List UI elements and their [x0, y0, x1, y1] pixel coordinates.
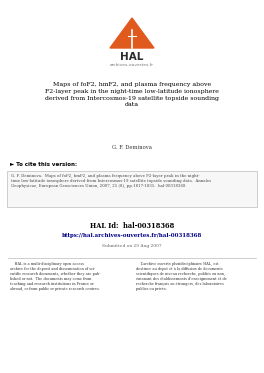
Text: https://hal.archives-ouvertes.fr/hal-00318368: https://hal.archives-ouvertes.fr/hal-003…	[62, 233, 202, 238]
FancyBboxPatch shape	[7, 171, 257, 207]
Text: G. F. Deminova.  Maps of foF2, hmF2, and plasma frequency above F2-layer peak in: G. F. Deminova. Maps of foF2, hmF2, and …	[11, 174, 211, 188]
Text: ► To cite this version:: ► To cite this version:	[10, 162, 77, 167]
Text: Submitted on 29 Aug 2007: Submitted on 29 Aug 2007	[102, 244, 162, 248]
Text: HAL is a multi-disciplinary open access
archive for the deposit and disseminatio: HAL is a multi-disciplinary open access …	[10, 262, 100, 291]
Text: HAL: HAL	[120, 52, 144, 62]
Text: G. F. Deminova: G. F. Deminova	[112, 145, 152, 150]
Text: HAL Id:  hal-00318368: HAL Id: hal-00318368	[90, 222, 174, 230]
Text: L’archive ouverte pluridisciplinaire HAL, est
destinee au depot et à la diffusio: L’archive ouverte pluridisciplinaire HAL…	[136, 262, 227, 291]
Text: Maps of foF2, hmF2, and plasma frequency above
F2-layer peak in the night-time l: Maps of foF2, hmF2, and plasma frequency…	[45, 82, 219, 107]
Polygon shape	[110, 18, 154, 48]
Text: archives-ouvertes.fr: archives-ouvertes.fr	[110, 63, 154, 67]
